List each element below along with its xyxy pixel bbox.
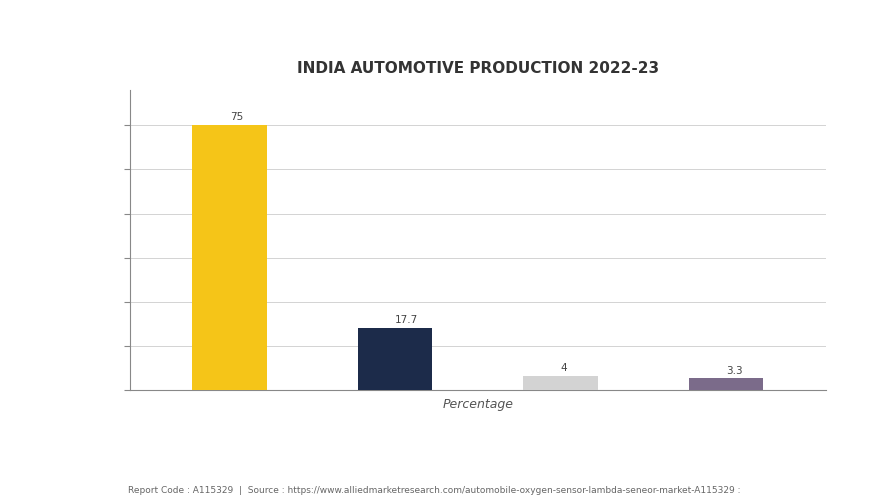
X-axis label: Percentage: Percentage bbox=[442, 398, 514, 411]
Bar bbox=[689, 378, 764, 390]
Text: 75: 75 bbox=[229, 112, 243, 122]
Bar bbox=[358, 328, 433, 390]
Text: 3.3: 3.3 bbox=[726, 366, 743, 376]
Title: INDIA AUTOMOTIVE PRODUCTION 2022-23: INDIA AUTOMOTIVE PRODUCTION 2022-23 bbox=[297, 62, 659, 76]
Text: 4: 4 bbox=[561, 363, 567, 373]
Bar bbox=[523, 376, 598, 390]
Text: Report Code : A115329  |  Source : https://www.alliedmarketresearch.com/automobi: Report Code : A115329 | Source : https:/… bbox=[129, 486, 740, 495]
Text: 17.7: 17.7 bbox=[395, 314, 419, 324]
Bar bbox=[192, 126, 267, 390]
